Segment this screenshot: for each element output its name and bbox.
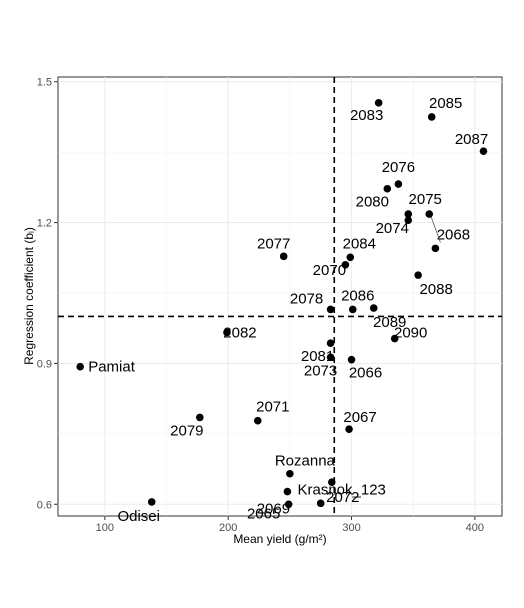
- data-point: [253, 416, 262, 425]
- grid-layer: [58, 77, 502, 516]
- point-label: 2080: [356, 194, 389, 211]
- data-point: [346, 253, 355, 262]
- data-point: [316, 499, 325, 508]
- data-point: [283, 487, 292, 496]
- point-label: 2085: [429, 95, 462, 112]
- point-label: 2077: [257, 235, 290, 252]
- data-point: [284, 500, 293, 509]
- data-point: [328, 478, 336, 486]
- point-label: 2074: [376, 220, 409, 237]
- data-point: [431, 244, 440, 253]
- x-tick-label: 100: [96, 522, 114, 534]
- point-label: 2090: [394, 325, 427, 342]
- data-point: [404, 216, 413, 225]
- data-point: [345, 425, 353, 433]
- data-point: [326, 305, 335, 314]
- y-tick-label: 0.6: [37, 499, 52, 511]
- data-point: [196, 413, 204, 422]
- data-point: [394, 180, 403, 188]
- point-label: 2086: [341, 287, 374, 304]
- point-label: 2084: [343, 235, 376, 252]
- point-label: 2069: [257, 501, 290, 518]
- x-tick-label: 300: [342, 522, 360, 534]
- point-label: 2089: [373, 314, 406, 331]
- point-label: 2075: [409, 191, 442, 208]
- x-axis-title: Mean yield (g/m²): [233, 532, 326, 546]
- point-label: 2072: [326, 489, 359, 506]
- data-point: [427, 113, 436, 121]
- point-label: 2078: [290, 290, 323, 307]
- point-label: 2065: [247, 505, 280, 522]
- point-label: 2087: [455, 131, 488, 148]
- point-label: 2068: [437, 226, 470, 243]
- y-tick-label: 0.9: [37, 358, 52, 370]
- plot-panel: [57, 76, 503, 517]
- point-label: 2067: [343, 409, 376, 426]
- data-point: [223, 328, 231, 337]
- data-point: [326, 353, 335, 362]
- point-label: 2070: [313, 262, 346, 279]
- data-point: [479, 147, 488, 155]
- label-connector: [430, 216, 441, 243]
- data-point: [374, 99, 383, 107]
- point-label: Krasnok_123: [297, 481, 385, 498]
- data-point: [147, 498, 156, 506]
- point-label: Pamiat: [88, 359, 136, 376]
- data-point: [369, 304, 378, 312]
- point-label: 2083: [350, 107, 383, 124]
- point-label: 2088: [419, 281, 452, 298]
- point-label: 2079: [170, 422, 203, 439]
- point-label: 2081: [301, 348, 334, 365]
- point-label: 2076: [382, 159, 415, 176]
- data-points: [76, 99, 488, 509]
- point-label: Odisei: [117, 508, 160, 525]
- data-point: [286, 469, 294, 478]
- reference-lines: [58, 77, 502, 516]
- x-tick-label: 200: [219, 522, 237, 534]
- point-label: 2082: [223, 324, 256, 341]
- point-label: 2066: [349, 365, 382, 382]
- data-point: [76, 362, 84, 371]
- data-point: [341, 261, 350, 269]
- y-axis-title: Regression coefficient (bᵢ): [22, 227, 36, 365]
- data-point: [348, 305, 357, 314]
- data-point: [326, 339, 335, 348]
- point-label: 2071: [256, 399, 289, 416]
- x-tick-label: 400: [466, 522, 484, 534]
- point-label: 2073: [304, 362, 337, 379]
- data-point: [279, 252, 288, 261]
- data-point: [347, 355, 356, 364]
- data-point: [383, 184, 392, 193]
- y-tick-label: 1.2: [37, 218, 52, 230]
- data-point: [390, 334, 399, 343]
- point-label: Rozanna: [275, 453, 336, 470]
- data-point: [404, 210, 413, 218]
- data-point: [425, 210, 434, 218]
- data-point: [414, 271, 422, 279]
- y-tick-label: 1.5: [37, 77, 52, 89]
- axis-ticks: 100 200 300 400 0.6 0.9 1.2 1.5: [37, 77, 484, 534]
